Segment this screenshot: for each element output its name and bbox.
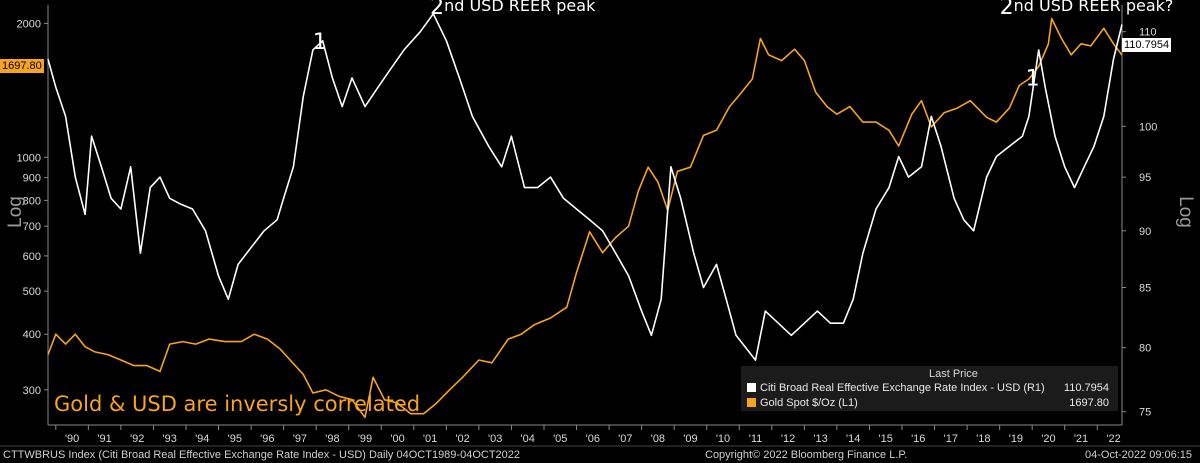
footer-source: CTTWBRUS Index (Citi Broad Real Effectiv… [3,449,521,461]
x-tick-label: '90 [65,433,79,445]
x-tick-label: '21 [1074,433,1088,445]
x-tick-label: '03 [488,433,502,445]
x-tick-label: '12 [781,433,795,445]
x-tick-label: '95 [228,433,242,445]
x-tick-label: '91 [97,433,111,445]
x-tick-label: '06 [586,433,600,445]
right-tick-label: 95 [1139,172,1151,184]
x-tick-label: '05 [553,433,567,445]
peak-annotation: 1 [313,30,327,55]
x-tick-label: '01 [423,433,437,445]
left-tick-label: 600 [23,251,41,263]
right-tick-label: 85 [1139,283,1151,295]
left-tick-label: 400 [23,329,41,341]
left-tick-label: 700 [23,221,41,233]
x-tick-label: '96 [260,433,274,445]
right-tick-label: 110 [1139,27,1157,39]
right-tick-label: 90 [1139,226,1151,238]
x-tick-label: '93 [163,433,177,445]
x-tick-label: '94 [195,433,209,445]
gold-series-line [47,17,1123,419]
left-tick-label: 1000 [17,152,41,164]
left-tick-label: 2000 [17,18,41,30]
x-tick-label: '92 [130,433,144,445]
right-last-value-tag: 110.7954 [1122,38,1172,52]
right-tick-label: 80 [1139,343,1151,355]
x-tick-label: '18 [976,433,990,445]
footer-timestamp: 04-Oct-2022 09:06:15 [1085,449,1193,461]
left-tick-label: 300 [23,385,41,397]
x-tick-label: '98 [325,433,339,445]
x-tick-label: '00 [390,433,404,445]
x-tick-label: '10 [716,433,730,445]
x-tick-label: '22 [1106,433,1120,445]
left-tick-label: 900 [23,173,41,185]
x-tick-label: '08 [651,433,665,445]
footer-copyright: Copyright© 2022 Bloomberg Finance L.P. [705,449,908,461]
x-tick-label: '11 [749,433,763,445]
x-tick-label: '20 [1041,433,1055,445]
x-tick-label: '17 [944,433,958,445]
right-axis-title: Log [1175,196,1196,228]
x-tick-label: '14 [846,433,860,445]
x-tick-label: '13 [813,433,827,445]
legend-swatch-gold [747,398,756,407]
x-tick-label: '16 [911,433,925,445]
legend-swatch-reer [747,383,756,392]
x-tick-label: '19 [1009,433,1023,445]
caption: Gold & USD are inversly correlated [54,392,421,416]
right-tick-label: 75 [1139,407,1151,419]
peak-annotation: 2nd USD REER peak? [1000,0,1174,20]
x-tick-label: '07 [618,433,632,445]
peak-annotation: 1 [1026,67,1040,92]
left-tick-label: 500 [23,286,41,298]
reer-series-line [47,13,1123,361]
legend-value-gold: 1697.80 [1069,397,1109,409]
left-tick-label: 800 [23,195,41,207]
peak-annotation: 2nd USD REER peak [430,0,596,20]
x-tick-label: '15 [879,433,893,445]
left-last-value-tag: 1697.80 [0,59,44,73]
legend-entry-gold: Gold Spot $/Oz (L1) 1697.80 [747,397,1109,409]
legend-value-reer: 110.7954 [1063,382,1109,394]
x-tick-label: '99 [358,433,372,445]
right-tick-label: 100 [1139,121,1157,133]
left-axis-title: Log [5,196,26,228]
legend-entry-reer: Citi Broad Real Effective Exchange Rate … [747,382,1109,394]
x-tick-label: '09 [683,433,697,445]
legend-label-gold: Gold Spot $/Oz (L1) [760,397,858,409]
x-tick-label: '97 [293,433,307,445]
legend: Last Price Citi Broad Real Effective Exc… [741,366,1118,411]
x-tick-label: '04 [521,433,535,445]
legend-label-reer: Citi Broad Real Effective Exchange Rate … [760,382,1045,394]
legend-title: Last Price [929,368,978,380]
x-tick-label: '02 [455,433,469,445]
